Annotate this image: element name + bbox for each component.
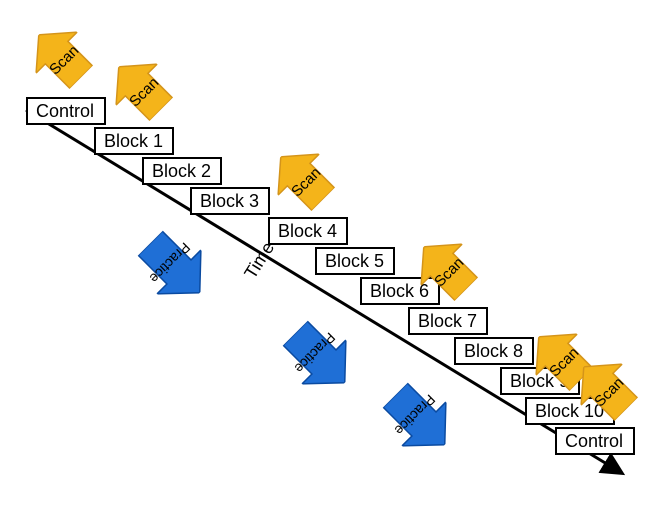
block-label: Block 4 — [278, 221, 337, 241]
block-label: Block 5 — [325, 251, 384, 271]
block-box: Block 4 — [268, 217, 348, 245]
block-label: Block 3 — [200, 191, 259, 211]
block-label: Block 1 — [104, 131, 163, 151]
block-box: Block 7 — [408, 307, 488, 335]
block-box: Control — [555, 427, 635, 455]
block-box: Block 1 — [94, 127, 174, 155]
block-box: Block 2 — [142, 157, 222, 185]
block-label: Control — [36, 101, 94, 121]
block-box: Block 3 — [190, 187, 270, 215]
block-box: Control — [26, 97, 106, 125]
block-label: Block 7 — [418, 311, 477, 331]
diagram-stage: Time ControlBlock 1Block 2Block 3Block 4… — [0, 0, 656, 528]
block-label: Block 8 — [464, 341, 523, 361]
block-label: Control — [565, 431, 623, 451]
block-box: Block 5 — [315, 247, 395, 275]
block-label: Block 2 — [152, 161, 211, 181]
